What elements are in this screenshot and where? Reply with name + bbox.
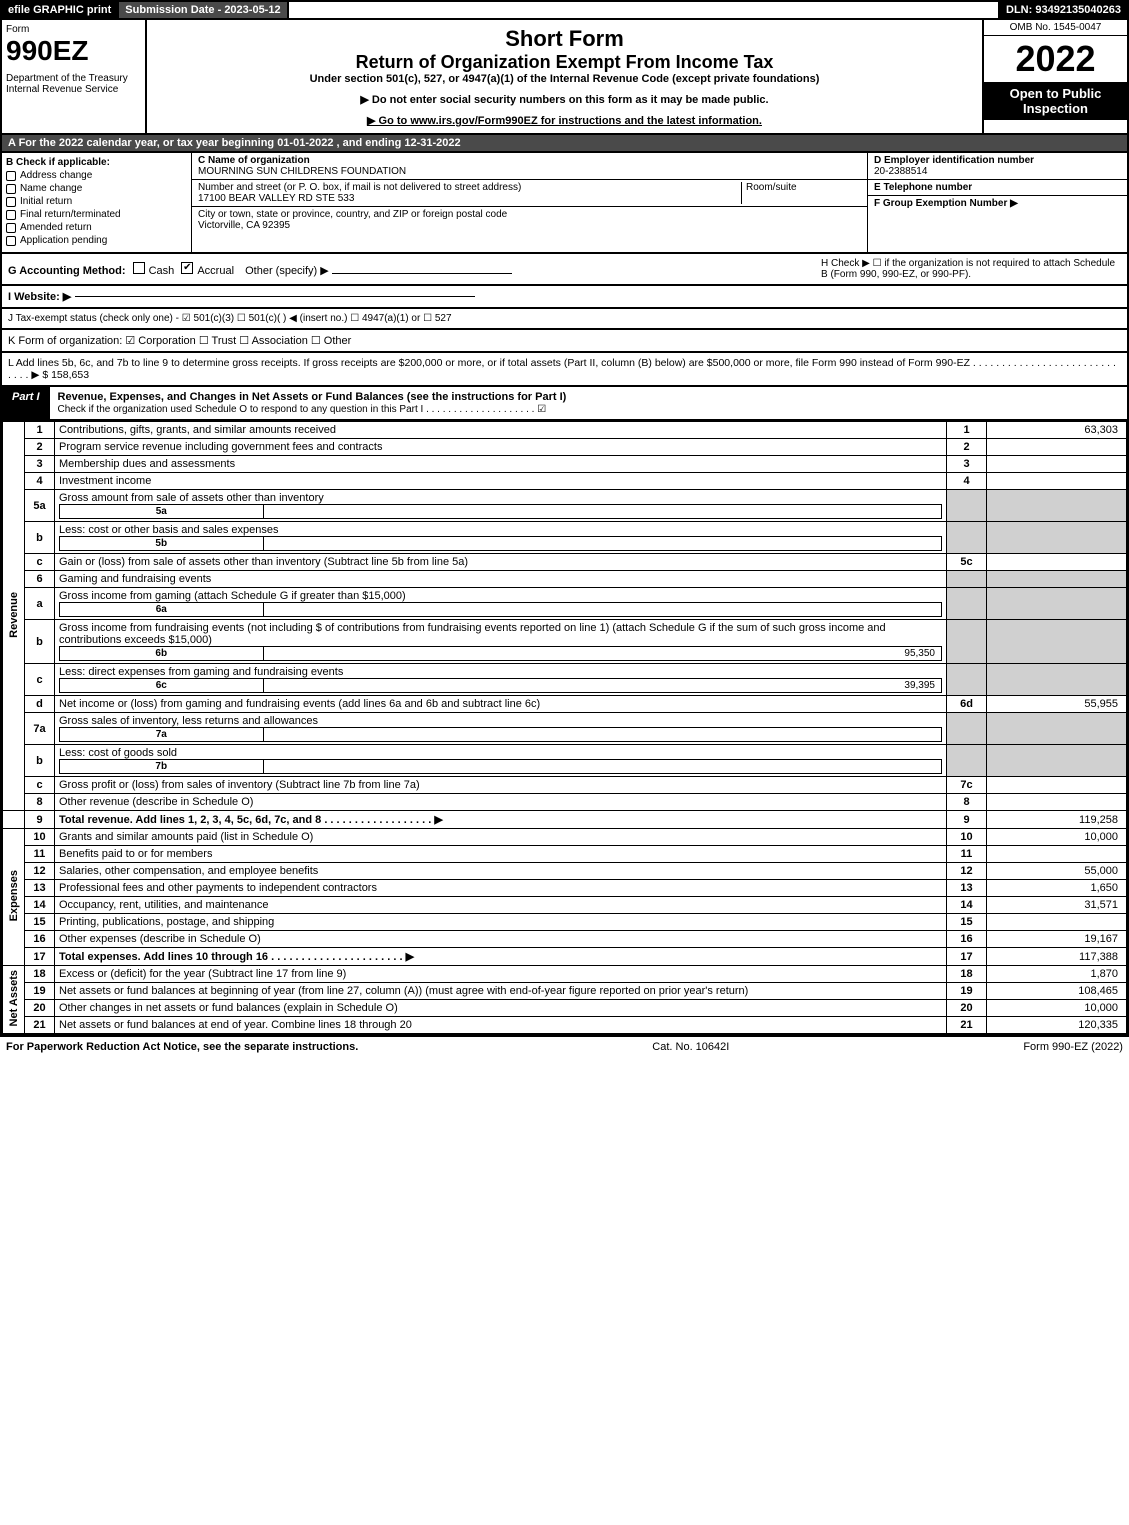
val-20: 10,000: [987, 1000, 1127, 1017]
footer: For Paperwork Reduction Act Notice, see …: [0, 1036, 1129, 1057]
val-19: 108,465: [987, 983, 1127, 1000]
org-name: MOURNING SUN CHILDRENS FOUNDATION: [198, 166, 406, 177]
form-header: Form 990EZ Department of the Treasury In…: [0, 20, 1129, 135]
box-c: C Name of organization MOURNING SUN CHIL…: [192, 153, 867, 252]
line-g-h: G Accounting Method: Cash Accrual Other …: [0, 254, 1129, 286]
footer-mid: Cat. No. 10642I: [652, 1041, 729, 1053]
cb-initial-return[interactable]: Initial return: [6, 196, 187, 207]
part-i-header: Part I Revenue, Expenses, and Changes in…: [0, 387, 1129, 421]
org-city: Victorville, CA 92395: [198, 220, 290, 231]
spacer: [289, 2, 1000, 18]
line-j: J Tax-exempt status (check only one) - ☑…: [0, 309, 1129, 330]
submission-date: Submission Date - 2023-05-12: [119, 2, 288, 18]
box-e: E Telephone number: [868, 180, 1127, 196]
netassets-label: Net Assets: [3, 966, 25, 1034]
box-f: F Group Exemption Number ▶: [868, 196, 1127, 252]
dept-label: Department of the Treasury Internal Reve…: [6, 73, 141, 95]
part-i-title: Revenue, Expenses, and Changes in Net As…: [50, 387, 1127, 419]
omb-label: OMB No. 1545-0047: [984, 20, 1127, 36]
title-2: Return of Organization Exempt From Incom…: [153, 52, 976, 73]
accrual-checkbox[interactable]: [181, 262, 193, 274]
val-9: 119,258: [987, 811, 1127, 829]
cb-amended[interactable]: Amended return: [6, 222, 187, 233]
room-suite-label: Room/suite: [741, 182, 861, 204]
section-a: A For the 2022 calendar year, or tax yea…: [0, 135, 1129, 153]
title-1: Short Form: [153, 26, 976, 52]
header-left: Form 990EZ Department of the Treasury In…: [2, 20, 147, 133]
cash-checkbox[interactable]: [133, 262, 145, 274]
line-h: H Check ▶ ☐ if the organization is not r…: [821, 258, 1121, 280]
val-6d: 55,955: [987, 696, 1127, 713]
c-address: Number and street (or P. O. box, if mail…: [192, 180, 867, 207]
main-grid: Revenue 1Contributions, gifts, grants, a…: [0, 421, 1129, 1036]
top-bar: efile GRAPHIC print Submission Date - 20…: [0, 0, 1129, 20]
efile-label[interactable]: efile GRAPHIC print: [2, 2, 119, 18]
header-right: OMB No. 1545-0047 2022 Open to Public In…: [982, 20, 1127, 133]
form-number: 990EZ: [6, 35, 141, 67]
header-mid: Short Form Return of Organization Exempt…: [147, 20, 982, 133]
line-i: I Website: ▶: [0, 286, 1129, 309]
revenue-label: Revenue: [3, 422, 25, 811]
c-name: C Name of organization MOURNING SUN CHIL…: [192, 153, 867, 180]
warn-2[interactable]: ▶ Go to www.irs.gov/Form990EZ for instru…: [153, 114, 976, 127]
title-3: Under section 501(c), 527, or 4947(a)(1)…: [153, 73, 976, 85]
line-g: G Accounting Method: Cash Accrual Other …: [8, 262, 512, 277]
val-14: 31,571: [987, 897, 1127, 914]
ein-value: 20-2388514: [874, 166, 927, 177]
val-13: 1,650: [987, 880, 1127, 897]
box-b: B Check if applicable: Address change Na…: [2, 153, 192, 252]
val-21: 120,335: [987, 1017, 1127, 1034]
line-l: L Add lines 5b, 6c, and 7b to line 9 to …: [0, 353, 1129, 387]
c-city: City or town, state or province, country…: [192, 207, 867, 233]
dln-label: DLN: 93492135040263: [1000, 2, 1127, 18]
cb-pending[interactable]: Application pending: [6, 235, 187, 246]
val-18: 1,870: [987, 966, 1127, 983]
val-10: 10,000: [987, 829, 1127, 846]
val-12: 55,000: [987, 863, 1127, 880]
form-label: Form: [6, 24, 141, 35]
box-d: D Employer identification number 20-2388…: [868, 153, 1127, 180]
box-b-label: B Check if applicable:: [6, 157, 187, 168]
info-block: B Check if applicable: Address change Na…: [0, 153, 1129, 254]
box-def: D Employer identification number 20-2388…: [867, 153, 1127, 252]
val-6c: 39,395: [263, 679, 941, 693]
footer-right: Form 990-EZ (2022): [1023, 1041, 1123, 1053]
cb-name-change[interactable]: Name change: [6, 183, 187, 194]
cb-final-return[interactable]: Final return/terminated: [6, 209, 187, 220]
tax-year: 2022: [984, 36, 1127, 82]
org-address: 17100 BEAR VALLEY RD STE 533: [198, 193, 354, 204]
warn-1: ▶ Do not enter social security numbers o…: [153, 93, 976, 106]
val-17: 117,388: [987, 948, 1127, 966]
inspection-label: Open to Public Inspection: [984, 82, 1127, 120]
val-1: 63,303: [987, 422, 1127, 439]
expenses-label: Expenses: [3, 829, 25, 966]
val-6b: 95,350: [263, 647, 941, 661]
cb-address-change[interactable]: Address change: [6, 170, 187, 181]
part-i-tab: Part I: [2, 387, 50, 419]
footer-left: For Paperwork Reduction Act Notice, see …: [6, 1041, 358, 1053]
line-k: K Form of organization: ☑ Corporation ☐ …: [0, 330, 1129, 353]
val-16: 19,167: [987, 931, 1127, 948]
